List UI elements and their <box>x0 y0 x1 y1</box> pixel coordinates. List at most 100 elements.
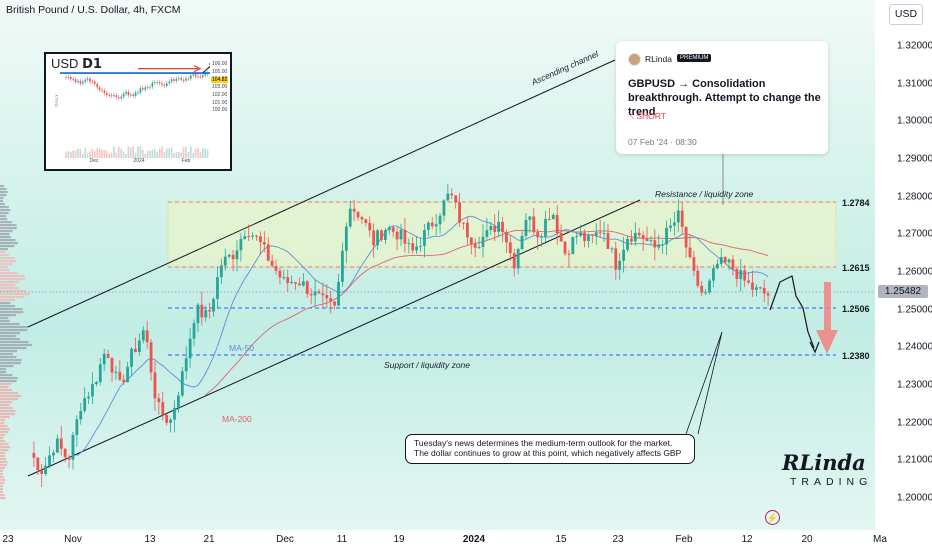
candle-body <box>657 244 661 248</box>
candle-body <box>590 234 594 236</box>
candle-body <box>508 242 512 254</box>
candle-body <box>309 293 313 296</box>
inset-candle <box>65 77 67 78</box>
candle-body <box>645 238 649 242</box>
volume-profile-bar <box>0 332 20 335</box>
author-name[interactable]: RLinda <box>645 54 672 64</box>
inset-volume-bar <box>158 149 161 158</box>
inset-candle <box>134 92 137 96</box>
volume-profile-bar <box>0 365 14 368</box>
volume-profile-bar <box>0 422 5 425</box>
inset-volume-bar <box>120 148 122 158</box>
inset-candle <box>199 76 202 78</box>
candle-body <box>544 219 547 237</box>
time-axis[interactable] <box>0 530 932 550</box>
volume-profile-bar <box>0 470 3 473</box>
volume-profile-bar <box>0 191 8 194</box>
inset-volume-bar <box>122 151 125 158</box>
inset-volume-bar <box>175 152 178 158</box>
volume-profile-bar <box>0 482 5 485</box>
candle-body <box>497 221 501 232</box>
candle-body <box>602 233 606 235</box>
volume-profile-bar <box>0 314 16 317</box>
price-axis[interactable] <box>875 0 932 530</box>
candle-body <box>462 222 465 224</box>
volume-profile-bar <box>0 254 9 257</box>
inset-volume-bar <box>166 148 168 158</box>
inset-volume-bar <box>146 150 149 158</box>
inset-candle <box>70 76 72 80</box>
volume-profile-bar <box>0 416 10 419</box>
candle-body <box>633 232 637 242</box>
volume-profile-bar <box>0 476 5 479</box>
price-tick: 1.31000 <box>897 78 932 90</box>
price-tick: 1.23000 <box>897 379 932 391</box>
inset-candle <box>192 74 194 76</box>
candle-body <box>274 265 278 271</box>
candle-body <box>59 438 63 449</box>
forecast-path <box>769 275 815 349</box>
candle-body <box>48 455 51 466</box>
inset-volume-bar <box>84 148 86 158</box>
inset-candle <box>130 94 132 96</box>
volume-profile-bar <box>0 248 8 251</box>
idea-card[interactable]: RLinda PREMIUM GBPUSD → Consolidation br… <box>616 41 828 154</box>
price-tick: 1.21000 <box>897 454 932 466</box>
volume-profile-bar <box>0 263 13 266</box>
price-tick: 1.29000 <box>897 153 932 165</box>
candle-body <box>524 219 528 236</box>
candle-body <box>161 402 165 415</box>
candle-body <box>458 202 461 223</box>
candle-body <box>618 260 622 270</box>
candle-body <box>754 287 758 290</box>
volume-profile-bar <box>0 299 15 302</box>
candle-body <box>141 330 145 341</box>
candle-body <box>739 270 743 280</box>
candle-body <box>348 208 352 227</box>
inset-candle <box>94 81 96 84</box>
inset-volume-bar <box>106 150 108 158</box>
volume-profile-bar <box>0 494 5 497</box>
inset-candle <box>127 91 130 96</box>
volume-profile <box>0 185 32 500</box>
time-tick: 21 <box>203 534 215 545</box>
inset-volume-bar <box>82 153 84 158</box>
candle-body <box>598 232 602 234</box>
candle-body <box>731 259 735 269</box>
support-label: Support / liquidity zone <box>384 360 470 370</box>
currency-button[interactable]: USD <box>889 4 923 25</box>
candle-body <box>313 291 317 296</box>
volume-profile-bar <box>0 203 5 206</box>
lightning-icon[interactable]: ⚡ <box>765 510 780 525</box>
volume-profile-bar <box>0 407 13 410</box>
volume-profile-bar <box>0 485 3 488</box>
inset-candle <box>202 74 204 77</box>
candle-body <box>114 371 118 373</box>
price-tick: 1.28000 <box>897 191 932 203</box>
candle-body <box>653 240 657 248</box>
volume-profile-bar <box>0 356 17 359</box>
candle-body <box>571 236 575 254</box>
inset-candle <box>170 79 173 82</box>
inset-candle <box>91 81 94 83</box>
candle-body <box>94 381 98 385</box>
inset-y-tick: 103.00 <box>212 84 228 91</box>
inset-candle <box>178 78 180 79</box>
candle-body <box>387 227 391 231</box>
idea-timestamp: 07 Feb '24 · 08:30 <box>628 137 697 147</box>
candle-body <box>266 244 270 261</box>
inset-candle <box>158 82 161 84</box>
volume-profile-bar <box>0 200 3 203</box>
inset-candle <box>72 79 74 80</box>
candle-body <box>727 259 731 263</box>
candle-body <box>212 298 215 312</box>
candle-body <box>352 208 356 212</box>
candle-body <box>415 246 419 251</box>
candle-body <box>173 407 176 420</box>
candle-body <box>36 457 40 471</box>
candle-body <box>493 225 497 232</box>
author-avatar[interactable] <box>628 53 641 66</box>
volume-profile-bar <box>0 224 17 227</box>
ma50-label: MA-50 <box>229 343 255 353</box>
